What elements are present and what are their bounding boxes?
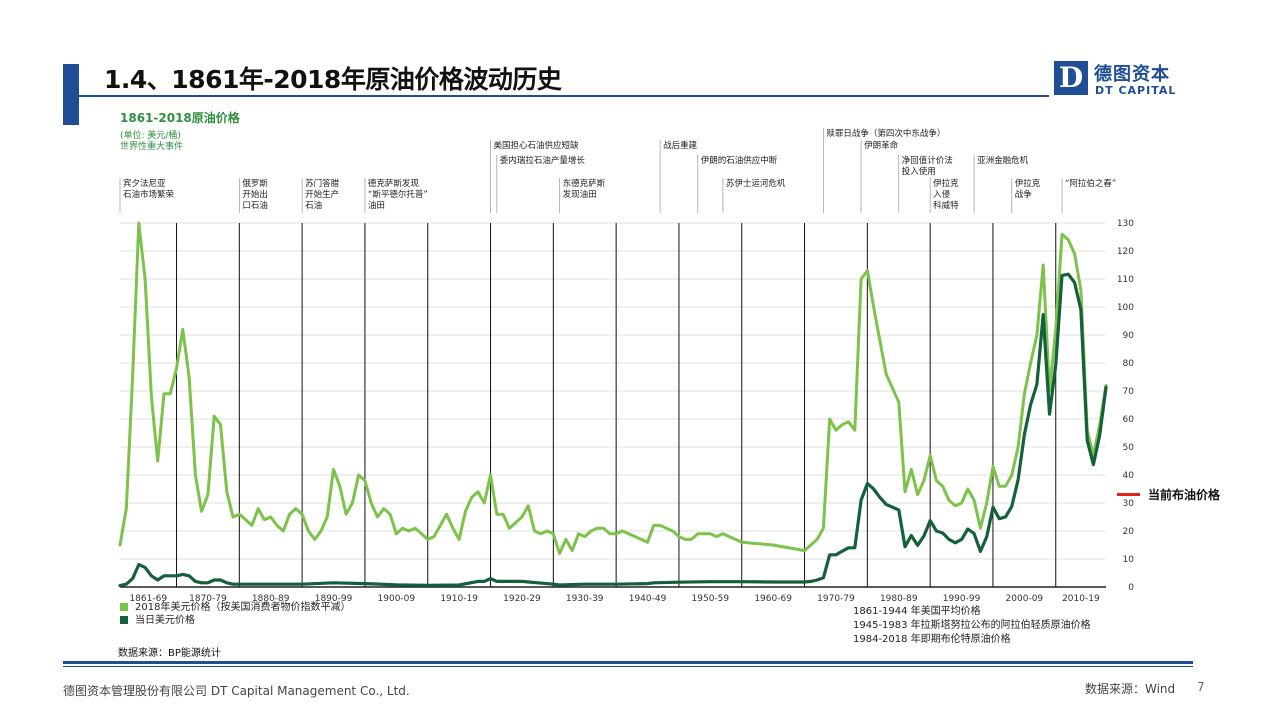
event-label: 伊拉克: [1015, 178, 1041, 189]
chart-note: 1945-1983 年拉斯塔努拉公布的阿拉伯轻质原油价格: [853, 618, 1091, 631]
logo-english-name: DT CAPITAL: [1095, 84, 1177, 97]
event-label: 开始出: [242, 189, 268, 200]
chart-note: 1861-1944 年美国平均价格: [853, 604, 981, 617]
event-label: 伊朗的石油供应中断: [701, 155, 778, 166]
event-label: 开始生产: [305, 189, 339, 200]
event-label: 伊拉克: [933, 178, 959, 189]
event-label: 入侵: [933, 189, 951, 200]
y-tick-label: 130: [1117, 219, 1134, 229]
event-label: 赎罪日战争（第四次中东战争）: [826, 128, 945, 139]
x-decade-label: 1950-59: [692, 594, 730, 604]
event-label: 宾夕法尼亚: [123, 178, 166, 189]
event-label: 伊朗革命: [864, 140, 899, 151]
chart-source-note: 数据来源：BP能源统计: [118, 648, 221, 659]
footer-divider: [63, 661, 1193, 664]
x-decade-label: 1940-49: [629, 594, 667, 604]
legend-label: 当日美元价格: [135, 613, 195, 626]
y-tick-label: 40: [1123, 471, 1135, 481]
event-label: 俄罗斯: [242, 178, 268, 189]
event-label: 苏门答腊: [305, 178, 340, 189]
x-decade-label: 1990-99: [943, 594, 981, 604]
oil-price-chart: 1861-2018原油价格 (单位: 美元/桶) 世界性重大事件 0 10 20 30 40 5…: [110, 105, 1170, 660]
data-source-footer: 数据来源：Wind: [1085, 682, 1176, 696]
page-title: 1.4、1861年-2018年原油价格波动历史: [104, 65, 562, 94]
y-tick-label: 70: [1123, 387, 1135, 397]
chart-unit-label: (单位: 美元/桶): [120, 129, 181, 141]
event-label: 净回值计价法: [902, 155, 953, 166]
y-tick-label: 0: [1128, 583, 1134, 593]
series-line-nominal-usd: [118, 272, 1108, 588]
event-label: 战争: [1015, 189, 1033, 200]
y-tick-label: 90: [1123, 331, 1135, 341]
series-line-real-2018-usd: [118, 221, 1108, 555]
x-decade-label: 1970-79: [817, 594, 855, 604]
event-label: 战后重建: [663, 140, 698, 151]
y-tick-label: 110: [1117, 275, 1134, 285]
event-label: 苏伊士运河危机: [726, 178, 786, 189]
x-decade-label: 1861-69: [129, 594, 167, 604]
event-label: 油田: [368, 200, 385, 211]
event-label: 科威特: [933, 200, 959, 211]
title-accent-bar: [63, 64, 79, 125]
x-decade-label: 2000-09: [1006, 594, 1044, 604]
x-decade-label: 1870-79: [189, 594, 227, 604]
x-decade-label: 1920-29: [503, 594, 541, 604]
event-label: 东德克萨斯: [563, 178, 606, 189]
company-name-footer: 德图资本管理股份有限公司 DT Capital Management Co., …: [63, 684, 410, 698]
x-decade-label: 2010-19: [1062, 594, 1100, 604]
oil-price-chart-svg: 1861-2018原油价格 (单位: 美元/桶)世界性重大事件 0 10 20 30 40 5…: [118, 110, 1135, 645]
logo-chinese-name: 德图资本: [1094, 64, 1170, 85]
event-label: 美国担心石油供应短缺: [494, 140, 580, 151]
y-tick-label: 100: [1117, 303, 1134, 313]
event-label: 委内瑞拉石油产量增长: [500, 155, 586, 166]
x-decade-label: 1900-09: [378, 594, 416, 604]
event-label: 德克萨斯发现: [368, 178, 420, 189]
event-label: “阿拉伯之春”: [1065, 178, 1116, 189]
event-label: 亚洲金融危机: [977, 155, 1029, 166]
y-tick-label: 20: [1123, 527, 1135, 537]
legend-label: 2018年美元价格（按美国消费者物价指数平减）: [135, 600, 350, 613]
event-label: 投入使用: [902, 166, 936, 177]
page-number: 7: [1197, 680, 1205, 694]
footer-divider-thin: [63, 666, 1193, 667]
x-decade-label: 1890-99: [315, 594, 353, 604]
y-tick-label: 80: [1123, 359, 1135, 369]
dt-logo-icon: D: [1054, 61, 1088, 95]
chart-title: 1861-2018原油价格: [120, 110, 241, 125]
legend-swatch: [120, 603, 128, 611]
event-label: “斯平德尔托普”: [368, 189, 428, 200]
y-tick-label: 120: [1117, 247, 1134, 257]
legend-swatch: [120, 616, 128, 624]
x-decade-label: 1960-69: [754, 594, 792, 604]
x-decade-label: 1880-89: [252, 594, 290, 604]
y-tick-label: 10: [1123, 555, 1135, 565]
chart-note: 1984-2018 年即期布伦特原油价格: [853, 632, 1011, 645]
event-label: 口石油: [242, 200, 268, 211]
x-decade-label: 1930-39: [566, 594, 604, 604]
current-price-marker: [1117, 493, 1140, 496]
chart-events-label: 世界性重大事件: [120, 140, 183, 152]
y-tick-label: 60: [1123, 415, 1135, 425]
x-decade-label: 1980-89: [880, 594, 918, 604]
title-underline: [79, 95, 1049, 97]
event-label: 发现油田: [563, 189, 597, 200]
current-price-label: 当前布油价格: [1148, 488, 1221, 502]
event-label: 石油市场繁荣: [123, 189, 175, 200]
x-decade-label: 1910-19: [440, 594, 478, 604]
event-label: 石油: [305, 200, 322, 211]
y-tick-label: 30: [1123, 499, 1135, 509]
y-tick-label: 50: [1123, 443, 1135, 453]
